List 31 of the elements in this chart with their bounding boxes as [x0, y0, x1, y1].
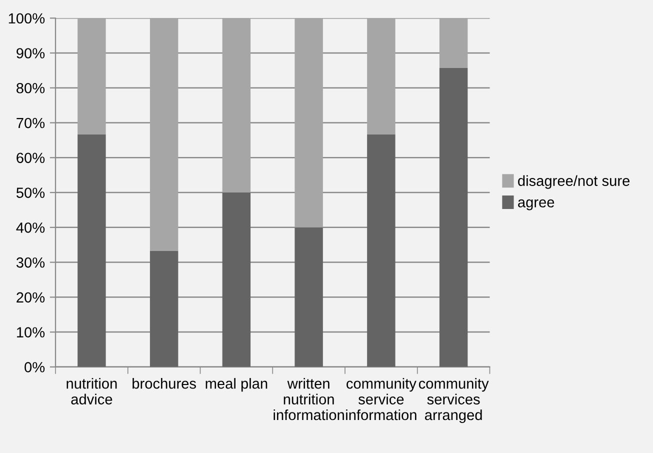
bar: [150, 250, 178, 367]
bar: [294, 18, 323, 228]
y-tick-label: 40%: [16, 222, 45, 233]
bar: [367, 134, 396, 367]
y-tick-label: 100%: [8, 13, 45, 24]
y-tick-label: 60%: [16, 152, 45, 164]
bar: [78, 18, 106, 134]
x-tick-label: community services arranged: [418, 378, 489, 424]
legend-label: disagree/not sure: [518, 175, 630, 189]
y-tick-label: 0%: [24, 362, 45, 372]
bar: [294, 227, 323, 367]
x-tick-label: community service information: [346, 378, 416, 420]
bar: [222, 192, 251, 367]
x-tick-label: meal plan: [206, 378, 268, 392]
y-tick-label: 10%: [17, 327, 45, 338]
bar: [78, 134, 106, 367]
bar: [439, 18, 468, 68]
y-tick-label: 30%: [16, 257, 45, 268]
y-tick-label: 70%: [16, 118, 45, 128]
bar: [367, 18, 396, 134]
bar: [222, 18, 251, 193]
x-tick-label: written nutrition information: [274, 378, 344, 420]
legend-label: agree: [518, 199, 554, 210]
y-tick-label: 90%: [16, 48, 45, 58]
x-tick-label: brochures: [132, 378, 196, 389]
bar: [150, 18, 178, 251]
y-tick-label: 50%: [16, 188, 45, 198]
bar: [439, 68, 468, 367]
x-tick-label: nutrition advice: [66, 378, 117, 404]
y-tick-label: 80%: [16, 82, 45, 94]
y-tick-label: 20%: [16, 292, 45, 303]
